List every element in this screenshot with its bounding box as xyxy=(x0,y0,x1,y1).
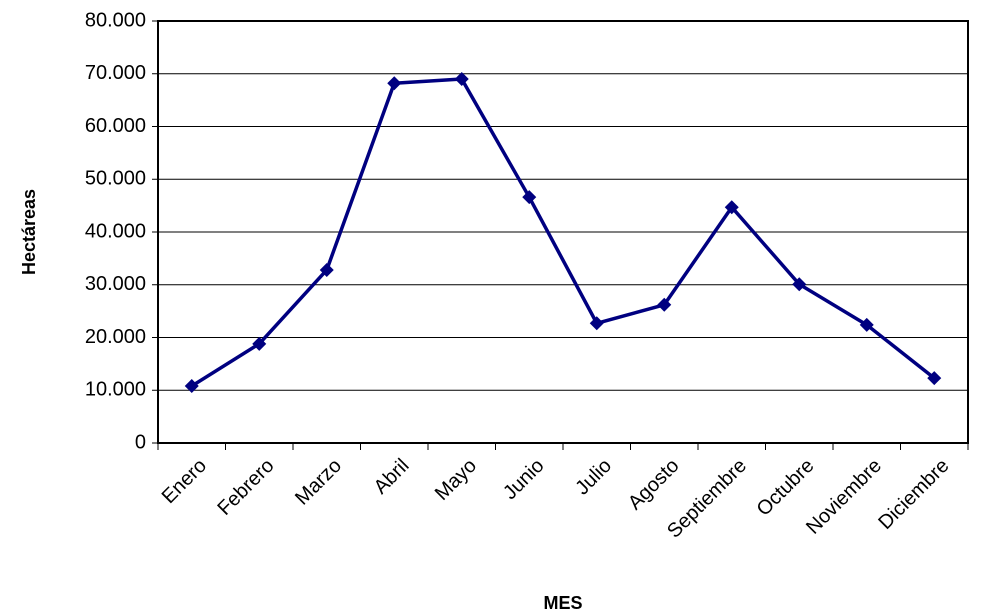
data-point xyxy=(589,316,604,331)
data-line xyxy=(190,77,936,388)
data-point xyxy=(522,190,537,205)
x-tick-label: Agosto xyxy=(624,455,684,515)
data-point xyxy=(657,297,672,312)
x-tick-label: Octubre xyxy=(753,455,819,521)
data-point xyxy=(387,76,402,91)
y-tick-label: 10.000 xyxy=(85,379,146,401)
x-tick-label: Junio xyxy=(499,455,548,504)
y-axis-title: Hectáreas xyxy=(19,189,39,275)
y-tick-label: 50.000 xyxy=(85,168,146,190)
data-point xyxy=(859,317,874,332)
y-tick-label: 40.000 xyxy=(85,220,146,242)
data-point xyxy=(252,336,267,351)
y-tick-label: 20.000 xyxy=(85,326,146,348)
y-tick-label: 80.000 xyxy=(85,9,146,31)
y-tick-label: 60.000 xyxy=(85,115,146,137)
y-tick-label: 0 xyxy=(135,431,146,453)
data-point xyxy=(927,371,942,386)
data-point xyxy=(454,72,469,87)
y-tick-label: 30.000 xyxy=(85,273,146,295)
x-axis-title: MES xyxy=(543,593,582,613)
x-tick-label: Febrero xyxy=(213,455,278,520)
data-point xyxy=(319,262,334,277)
x-tick-label: Abril xyxy=(370,455,414,499)
data-point xyxy=(184,379,199,394)
data-point xyxy=(724,200,739,215)
data-point xyxy=(792,277,807,292)
y-tick-label: 70.000 xyxy=(85,62,146,84)
x-tick-label: Enero xyxy=(158,455,211,508)
x-tick-label: Mayo xyxy=(431,455,481,505)
x-tick-label: Marzo xyxy=(291,455,346,510)
x-tick-label: Diciembre xyxy=(874,455,953,534)
x-tick-label: Julio xyxy=(571,455,616,500)
